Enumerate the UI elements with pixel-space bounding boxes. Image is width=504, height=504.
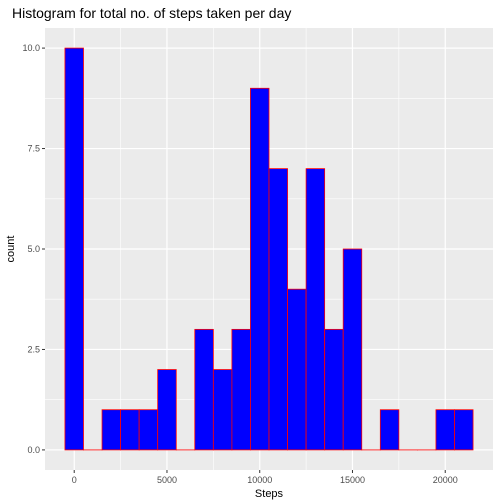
histogram-bar <box>139 410 158 450</box>
y-tick-label: 2.5 <box>27 344 40 354</box>
y-tick-label: 10.0 <box>22 43 40 53</box>
histogram-bar <box>436 410 455 450</box>
histogram-bar <box>102 410 121 450</box>
x-tick-label: 10000 <box>247 475 272 485</box>
histogram-bar <box>325 329 344 450</box>
x-tick-label: 5000 <box>157 475 177 485</box>
histogram-bar <box>232 329 251 450</box>
y-tick-label: 7.5 <box>27 144 40 154</box>
x-tick-label: 15000 <box>340 475 365 485</box>
histogram-bar <box>269 169 288 450</box>
histogram-bar <box>455 410 474 450</box>
histogram-bar <box>343 249 362 450</box>
x-axis: 0 5000 10000 15000 20000 <box>72 470 458 485</box>
y-axis-label: count <box>5 236 17 263</box>
x-tick-label: 20000 <box>433 475 458 485</box>
histogram-bar <box>195 329 214 450</box>
y-axis: 0.0 2.5 5.0 7.5 10.0 <box>22 43 45 455</box>
histogram-bar <box>288 289 307 450</box>
histogram-bar <box>65 48 84 450</box>
chart-title: Histogram for total no. of steps taken p… <box>12 5 291 21</box>
y-tick-label: 5.0 <box>27 244 40 254</box>
histogram-bar <box>250 88 269 450</box>
y-tick-label: 0.0 <box>27 445 40 455</box>
histogram-bar <box>306 169 325 450</box>
x-tick-label: 0 <box>72 475 77 485</box>
histogram-bar <box>380 410 399 450</box>
x-axis-label: Steps <box>255 488 284 500</box>
histogram-bar <box>213 370 232 450</box>
histogram-bar <box>121 410 140 450</box>
histogram-bar <box>158 370 177 450</box>
